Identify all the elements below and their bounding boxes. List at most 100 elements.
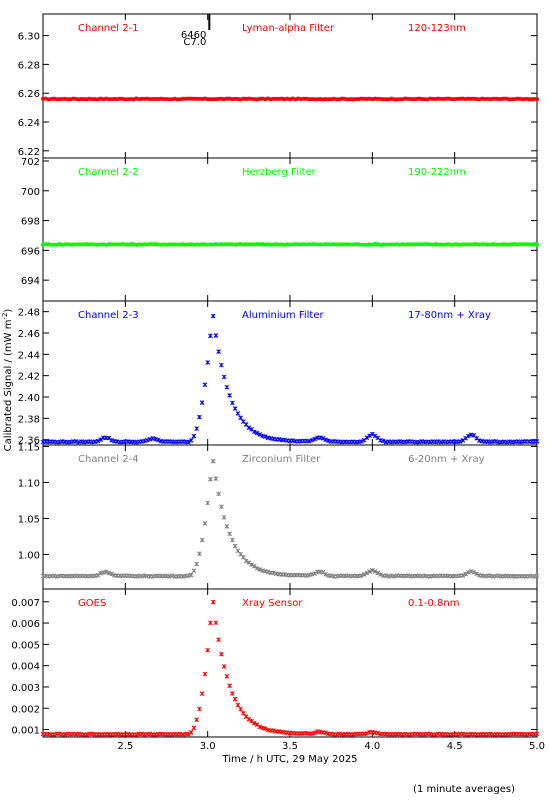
data-point	[312, 730, 318, 736]
channel-name: Channel 2-2	[78, 167, 139, 178]
data-series	[41, 96, 539, 102]
data-point	[230, 691, 235, 696]
data-point	[361, 572, 367, 577]
data-point	[227, 393, 232, 398]
data-point	[534, 731, 540, 737]
channel-name: GOES	[78, 598, 106, 609]
data-point	[227, 531, 232, 537]
y-tick-label: 0.006	[11, 619, 40, 630]
data-point	[219, 362, 224, 368]
data-point	[216, 637, 221, 643]
panel-frame	[42, 588, 538, 738]
flare-id: 6460	[181, 30, 206, 41]
y-tick-label: 0.003	[11, 683, 40, 694]
y-tick-label: 696	[21, 246, 40, 257]
y-tick-label: 698	[21, 217, 40, 228]
data-point	[323, 730, 329, 736]
x-tick-label: 4.0	[364, 741, 380, 752]
data-point	[147, 436, 153, 442]
data-point	[433, 732, 438, 737]
data-point	[202, 521, 208, 526]
data-point	[230, 537, 235, 543]
data-point	[219, 504, 224, 510]
data-point	[257, 724, 263, 730]
filter-name: Lyman-alpha Filter	[242, 23, 335, 34]
y-tick-label: 2.40	[18, 393, 40, 404]
channel-name: Channel 2-3	[78, 310, 139, 321]
data-point	[213, 476, 219, 482]
filter-name: Xray Sensor	[242, 598, 303, 609]
data-series	[40, 313, 540, 445]
data-point	[474, 571, 479, 577]
data-point	[205, 360, 211, 365]
data-point	[326, 438, 331, 444]
data-point	[380, 438, 386, 444]
data-point	[265, 569, 271, 575]
panel-1: 6.22 6.24 6.26 6.28 6.30 Channel 2-1 Lyman-alp…	[18, 13, 539, 159]
data-point	[202, 671, 208, 677]
data-point	[320, 435, 326, 441]
data-point	[369, 567, 375, 573]
data-point	[199, 691, 205, 697]
panel-frame	[42, 13, 538, 159]
data-point	[466, 569, 471, 575]
y-tick-label: 2.44	[18, 350, 40, 361]
data-point	[243, 558, 249, 564]
data-point	[232, 696, 238, 702]
y-tick-label: 0.002	[11, 704, 40, 715]
filter-name: Aluminium Filter	[242, 310, 325, 321]
band-range: 120-123nm	[408, 23, 466, 34]
data-point	[197, 706, 202, 712]
data-point	[208, 620, 213, 626]
data-point	[251, 720, 257, 726]
data-point	[359, 439, 364, 444]
band-range: 190-222nm	[408, 167, 466, 178]
data-point	[249, 562, 254, 567]
data-point	[186, 731, 191, 737]
data-point	[323, 571, 329, 577]
data-point	[262, 726, 268, 731]
flare-class: C7.0	[183, 37, 206, 48]
y-tick-label: 6.22	[18, 147, 40, 158]
data-point	[364, 570, 370, 576]
y-tick-label: 6.28	[18, 60, 40, 71]
panel-frame	[42, 157, 538, 302]
data-point	[208, 333, 213, 339]
data-point	[271, 96, 276, 101]
data-point	[466, 433, 471, 439]
y-tick-label: 2.46	[18, 329, 40, 340]
y-tick-label: 1.05	[18, 514, 40, 525]
data-point	[309, 437, 315, 443]
data-point	[293, 242, 298, 247]
y-tick-label: 694	[21, 276, 40, 287]
data-point	[191, 433, 197, 439]
data-point	[436, 242, 441, 247]
data-point	[460, 573, 466, 578]
data-point	[150, 435, 156, 441]
data-series	[41, 241, 539, 247]
data-point	[98, 437, 103, 442]
band-range: 6-20nm + Xray	[408, 454, 485, 465]
data-point	[364, 730, 370, 736]
data-point	[254, 430, 260, 436]
data-point	[199, 537, 205, 543]
data-point	[221, 664, 227, 669]
data-point	[144, 437, 150, 443]
data-point	[257, 432, 263, 437]
data-point	[367, 433, 372, 439]
data-point	[73, 439, 79, 444]
data-point	[359, 573, 364, 578]
data-point	[210, 599, 216, 605]
data-point	[95, 572, 101, 578]
data-point	[216, 491, 221, 497]
data-point	[493, 439, 499, 444]
data-point	[238, 415, 243, 421]
data-point	[109, 571, 114, 577]
data-point	[535, 242, 539, 247]
data-point	[188, 730, 194, 735]
data-point	[392, 97, 397, 102]
data-point	[186, 439, 191, 445]
y-tick-label: 0.007	[11, 598, 40, 609]
data-point	[535, 97, 539, 102]
data-point	[194, 426, 200, 431]
